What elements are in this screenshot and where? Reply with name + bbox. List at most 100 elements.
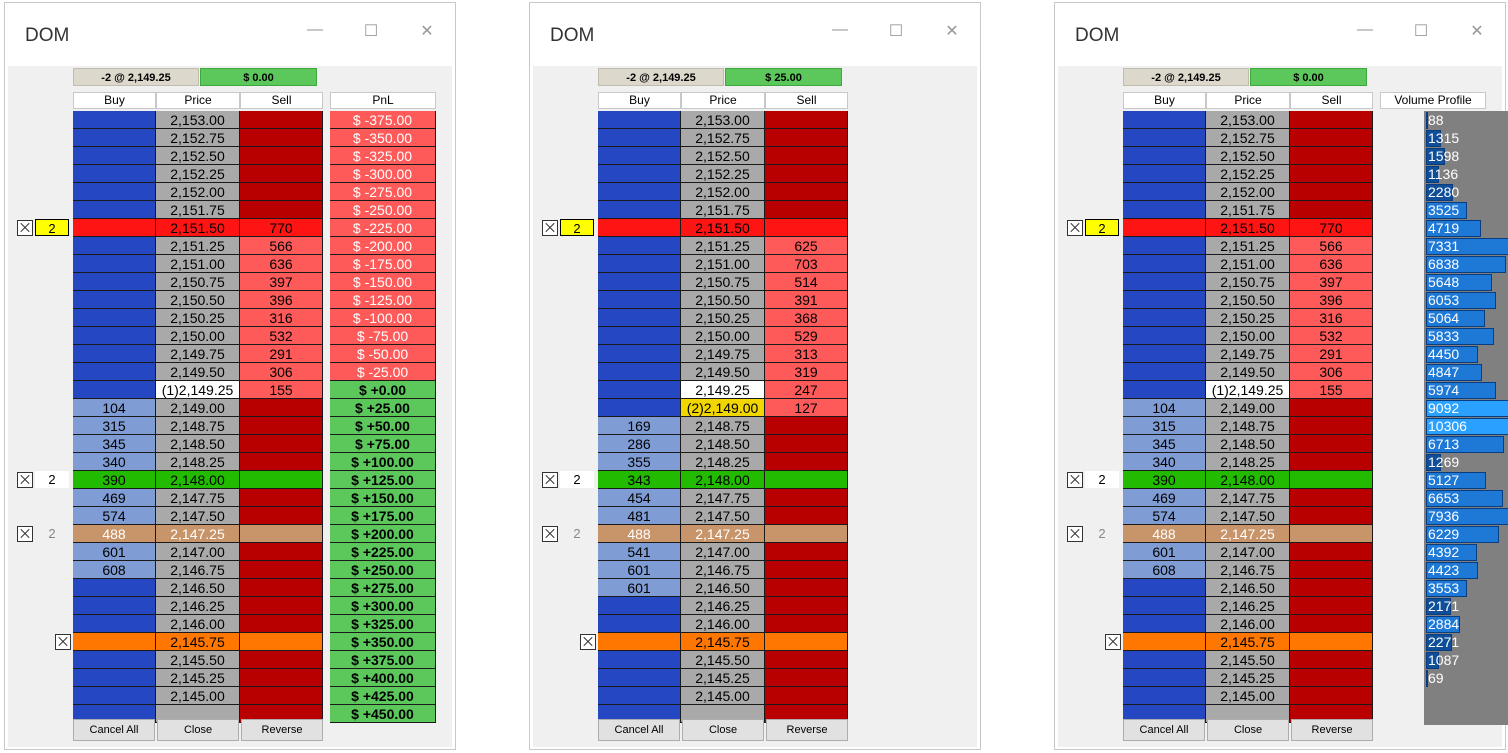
sell-cell[interactable] xyxy=(240,597,323,615)
price-cell[interactable]: (2)2,149.00 xyxy=(681,399,765,417)
price-cell[interactable]: 2,149.00 xyxy=(156,399,240,417)
sell-cell[interactable]: 532 xyxy=(240,327,323,345)
price-cell[interactable]: 2,146.50 xyxy=(681,579,765,597)
sell-cell[interactable]: 397 xyxy=(240,273,323,291)
price-cell[interactable]: 2,149.75 xyxy=(1206,345,1290,363)
buy-cell[interactable] xyxy=(73,669,156,687)
sell-cell[interactable]: 291 xyxy=(240,345,323,363)
buy-cell[interactable]: 340 xyxy=(1123,453,1206,471)
sell-cell[interactable]: 316 xyxy=(1290,309,1373,327)
price-cell[interactable]: 2,147.50 xyxy=(1206,507,1290,525)
sell-cell[interactable]: 636 xyxy=(240,255,323,273)
sell-cell[interactable] xyxy=(240,543,323,561)
sell-cell[interactable] xyxy=(765,507,848,525)
price-cell[interactable]: 2,148.00 xyxy=(681,471,765,489)
sell-cell[interactable]: 770 xyxy=(1290,219,1373,237)
sell-cell[interactable] xyxy=(240,435,323,453)
price-cell[interactable]: 2,151.75 xyxy=(1206,201,1290,219)
sell-cell[interactable] xyxy=(240,183,323,201)
sell-cell[interactable] xyxy=(765,147,848,165)
buy-cell[interactable] xyxy=(598,399,681,417)
cancel-all-button[interactable]: Cancel All xyxy=(1123,719,1205,741)
close-icon[interactable]: ✕ xyxy=(1470,23,1484,40)
order-quantity[interactable]: 2 xyxy=(1098,526,1106,541)
price-cell[interactable]: 2,150.75 xyxy=(156,273,240,291)
buy-cell[interactable]: 355 xyxy=(598,453,681,471)
price-cell[interactable]: 2,147.50 xyxy=(681,507,765,525)
buy-cell[interactable]: 340 xyxy=(73,453,156,471)
buy-cell[interactable] xyxy=(598,291,681,309)
cancel-order-icon[interactable] xyxy=(542,472,558,488)
order-quantity[interactable]: 2 xyxy=(560,219,594,236)
price-cell[interactable]: 2,145.50 xyxy=(681,651,765,669)
order-quantity[interactable]: 2 xyxy=(48,526,56,541)
buy-cell[interactable] xyxy=(73,363,156,381)
price-cell[interactable]: 2,150.25 xyxy=(156,309,240,327)
buy-cell[interactable] xyxy=(73,291,156,309)
buy-cell[interactable] xyxy=(598,219,681,237)
price-cell[interactable]: 2,145.25 xyxy=(1206,669,1290,687)
buy-cell[interactable] xyxy=(73,579,156,597)
sell-cell[interactable] xyxy=(240,129,323,147)
sell-cell[interactable] xyxy=(240,471,323,489)
sell-cell[interactable] xyxy=(1290,111,1373,129)
price-cell[interactable]: 2,148.25 xyxy=(1206,453,1290,471)
buy-cell[interactable] xyxy=(598,147,681,165)
price-cell[interactable]: 2,145.00 xyxy=(681,687,765,705)
sell-cell[interactable] xyxy=(1290,687,1373,705)
buy-cell[interactable] xyxy=(73,327,156,345)
sell-cell[interactable] xyxy=(765,669,848,687)
buy-cell[interactable]: 343 xyxy=(598,471,681,489)
buy-cell[interactable]: 469 xyxy=(73,489,156,507)
price-cell[interactable]: 2,147.25 xyxy=(156,525,240,543)
close-icon[interactable]: ✕ xyxy=(945,23,959,40)
sell-cell[interactable]: 155 xyxy=(1290,381,1373,399)
buy-cell[interactable] xyxy=(73,255,156,273)
sell-cell[interactable]: 391 xyxy=(765,291,848,309)
sell-cell[interactable] xyxy=(240,579,323,597)
price-cell[interactable]: 2,146.75 xyxy=(1206,561,1290,579)
price-cell[interactable]: 2,145.50 xyxy=(156,651,240,669)
minimize-icon[interactable]: — xyxy=(307,21,323,38)
order-quantity[interactable]: 2 xyxy=(1085,471,1119,488)
sell-cell[interactable] xyxy=(240,417,323,435)
price-cell[interactable]: 2,149.00 xyxy=(1206,399,1290,417)
price-cell[interactable]: 2,152.00 xyxy=(1206,183,1290,201)
buy-cell[interactable] xyxy=(73,111,156,129)
sell-cell[interactable] xyxy=(1290,129,1373,147)
sell-cell[interactable] xyxy=(240,525,323,543)
reverse-button[interactable]: Reverse xyxy=(241,719,323,741)
buy-cell[interactable] xyxy=(598,669,681,687)
sell-cell[interactable]: 396 xyxy=(240,291,323,309)
price-cell[interactable]: 2,148.25 xyxy=(681,453,765,471)
buy-cell[interactable]: 469 xyxy=(1123,489,1206,507)
sell-cell[interactable]: 313 xyxy=(765,345,848,363)
price-cell[interactable]: 2,150.00 xyxy=(681,327,765,345)
buy-cell[interactable] xyxy=(73,165,156,183)
price-cell[interactable]: 2,148.75 xyxy=(1206,417,1290,435)
buy-cell[interactable] xyxy=(73,309,156,327)
close-button[interactable]: Close xyxy=(157,719,239,741)
buy-cell[interactable]: 601 xyxy=(598,579,681,597)
buy-cell[interactable]: 345 xyxy=(1123,435,1206,453)
price-cell[interactable]: 2,145.75 xyxy=(1206,633,1290,651)
buy-cell[interactable] xyxy=(1123,165,1206,183)
sell-cell[interactable] xyxy=(240,399,323,417)
sell-cell[interactable] xyxy=(765,417,848,435)
buy-cell[interactable]: 488 xyxy=(1123,525,1206,543)
sell-cell[interactable] xyxy=(765,615,848,633)
price-cell[interactable]: 2,148.50 xyxy=(156,435,240,453)
sell-cell[interactable] xyxy=(1290,579,1373,597)
sell-cell[interactable]: 636 xyxy=(1290,255,1373,273)
price-cell[interactable]: 2,148.25 xyxy=(156,453,240,471)
price-cell[interactable]: 2,147.50 xyxy=(156,507,240,525)
reverse-button[interactable]: Reverse xyxy=(766,719,848,741)
price-cell[interactable]: 2,146.50 xyxy=(1206,579,1290,597)
price-cell[interactable]: 2,145.50 xyxy=(1206,651,1290,669)
sell-cell[interactable] xyxy=(765,165,848,183)
sell-cell[interactable]: 155 xyxy=(240,381,323,399)
price-cell[interactable]: 2,146.25 xyxy=(156,597,240,615)
price-cell[interactable]: 2,151.00 xyxy=(1206,255,1290,273)
buy-cell[interactable] xyxy=(1123,669,1206,687)
buy-cell[interactable] xyxy=(598,129,681,147)
